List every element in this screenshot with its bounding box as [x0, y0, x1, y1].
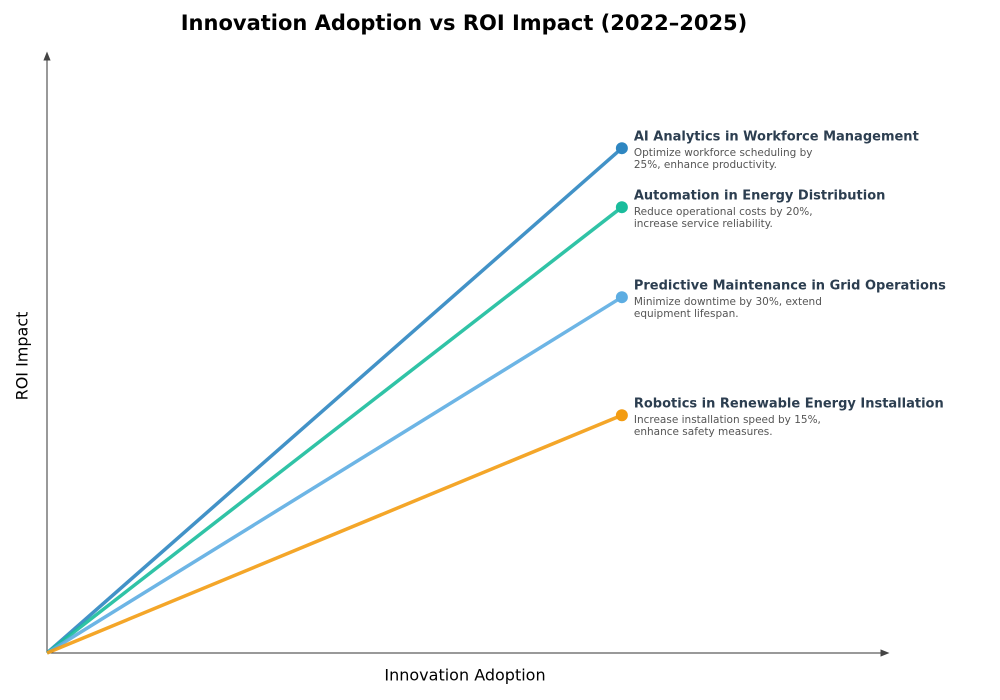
y-axis-label: ROI Impact [13, 312, 32, 401]
series-description: Reduce operational costs by 20%, [634, 206, 813, 218]
series-name: Automation in Energy Distribution [634, 189, 886, 204]
series-description: Minimize downtime by 30%, extend [634, 296, 822, 308]
series-description: equipment lifespan. [634, 308, 739, 320]
series-line [45, 205, 623, 655]
series-description: enhance safety measures. [634, 426, 773, 438]
end-point [615, 409, 628, 422]
series-line [46, 295, 623, 655]
x-axis-label: Innovation Adoption [384, 666, 545, 685]
series-name: Predictive Maintenance in Grid Operation… [634, 279, 946, 294]
end-point [615, 291, 628, 304]
series-name: Robotics in Renewable Energy Installatio… [634, 397, 944, 412]
end-point [615, 142, 628, 155]
end-point [615, 201, 628, 214]
series-line [45, 146, 624, 655]
series-name: AI Analytics in Workforce Management [634, 130, 919, 145]
series-description: Optimize workforce scheduling by [634, 147, 813, 159]
series-description: increase service reliability. [634, 218, 773, 230]
series-description: Increase installation speed by 15%, [634, 414, 821, 426]
chart-title: Innovation Adoption vs ROI Impact (2022–… [181, 11, 748, 35]
series-line [46, 413, 623, 655]
series-description: 25%, enhance productivity. [634, 159, 777, 171]
